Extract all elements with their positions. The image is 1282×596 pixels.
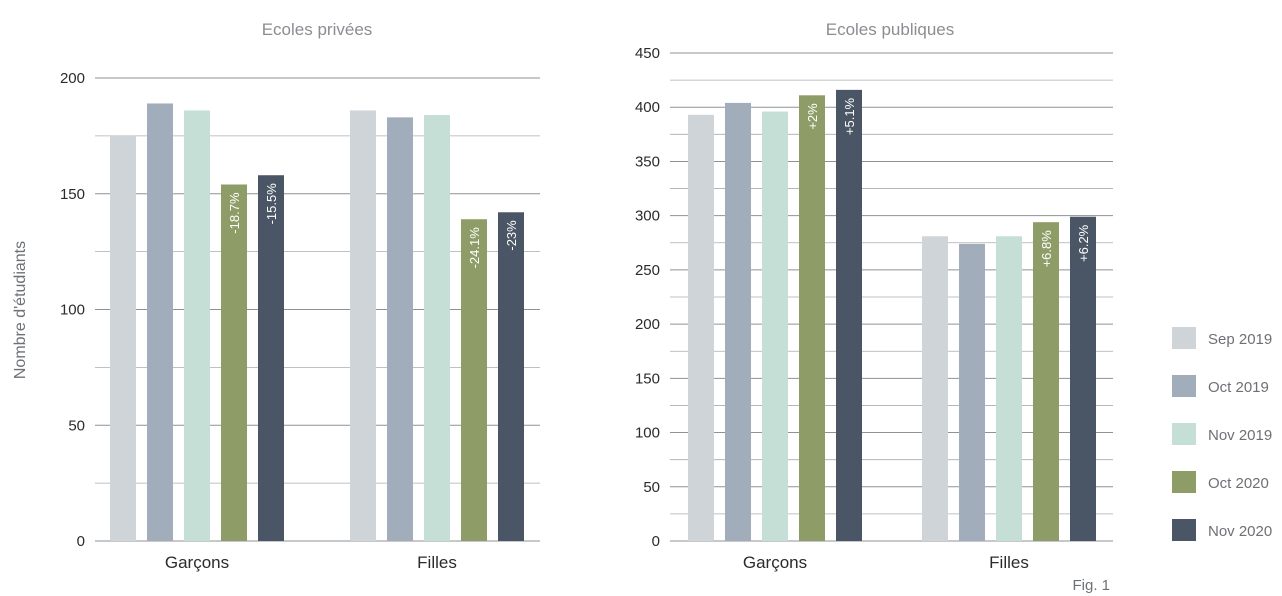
bar-nov-2019 <box>762 111 788 541</box>
bar-nov-2019 <box>996 236 1022 541</box>
legend: Sep 2019 Oct 2019 Nov 2019 Oct 2020 Nov 2020 <box>1172 327 1272 541</box>
bar-data-label: +2% <box>805 103 820 130</box>
y-tick-label: 150 <box>635 370 660 387</box>
bar-data-label: -24.1% <box>467 227 482 269</box>
bar-data-label: -15.5% <box>264 183 279 225</box>
legend-swatch <box>1172 423 1196 445</box>
bar-sep-2019 <box>110 135 136 541</box>
bar-oct-2019 <box>959 243 985 541</box>
legend-label: Oct 2019 <box>1208 379 1269 396</box>
bar-oct-2020 <box>1033 222 1059 541</box>
bar-nov-2019 <box>424 115 450 541</box>
y-tick-label: 100 <box>60 302 85 319</box>
bar-oct-2020 <box>461 219 487 541</box>
bar-sep-2019 <box>350 110 376 541</box>
y-tick-label: 150 <box>60 186 85 203</box>
chart-public-schools: Ecoles publiques 0 50 100 150 200 250 300 350 400… <box>635 20 1113 572</box>
chart-title: Ecoles publiques <box>826 20 955 39</box>
y-tick-label: 200 <box>60 70 85 87</box>
y-tick-label: 0 <box>77 533 85 550</box>
figure-label: Fig. 1 <box>1072 577 1110 594</box>
bar-oct-2019 <box>725 102 751 541</box>
bar-data-label: +5.1% <box>842 97 857 135</box>
bar-oct-2020 <box>799 95 825 541</box>
legend-label: Oct 2020 <box>1208 475 1269 492</box>
y-tick-label: 50 <box>643 479 660 496</box>
bar-data-label: +6.8% <box>1039 230 1054 268</box>
bar-sep-2019 <box>922 236 948 541</box>
bar-data-label: -23% <box>504 220 519 251</box>
x-category-label: Filles <box>417 553 457 572</box>
bar-oct-2020 <box>221 184 247 542</box>
legend-label: Sep 2019 <box>1208 331 1272 348</box>
y-tick-label: 50 <box>68 417 85 434</box>
bar-nov-2020 <box>836 89 862 542</box>
bar-nov-2020 <box>498 212 524 541</box>
legend-swatch <box>1172 375 1196 397</box>
bar-oct-2019 <box>147 103 173 541</box>
chart-private-schools: Ecoles privées Nombre d'étudiants 0 50 100 15… <box>12 20 540 572</box>
y-tick-label: 450 <box>635 45 660 62</box>
y-tick-label: 200 <box>635 316 660 333</box>
y-tick-label: 300 <box>635 208 660 225</box>
chart-title: Ecoles privées <box>262 20 373 39</box>
bar-data-label: -18.7% <box>227 192 242 234</box>
bar-oct-2019 <box>387 117 413 541</box>
bar-nov-2019 <box>184 110 210 541</box>
x-category-label: Garçons <box>743 553 807 572</box>
bar-sep-2019 <box>688 114 714 542</box>
y-tick-label: 100 <box>635 425 660 442</box>
y-tick-label: 0 <box>652 533 660 550</box>
x-category-label: Garçons <box>165 553 229 572</box>
bar-data-label: +6.2% <box>1076 224 1091 262</box>
legend-swatch <box>1172 327 1196 349</box>
legend-label: Nov 2020 <box>1208 523 1272 540</box>
legend-swatch <box>1172 519 1196 541</box>
y-axis-label: Nombre d'étudiants <box>12 241 29 379</box>
bar-nov-2020 <box>258 175 284 542</box>
y-tick-label: 400 <box>635 99 660 116</box>
y-tick-label: 250 <box>635 262 660 279</box>
legend-label: Nov 2019 <box>1208 427 1272 444</box>
legend-swatch <box>1172 471 1196 493</box>
y-tick-label: 350 <box>635 153 660 170</box>
bar-nov-2020 <box>1070 216 1096 542</box>
x-category-label: Filles <box>989 553 1029 572</box>
